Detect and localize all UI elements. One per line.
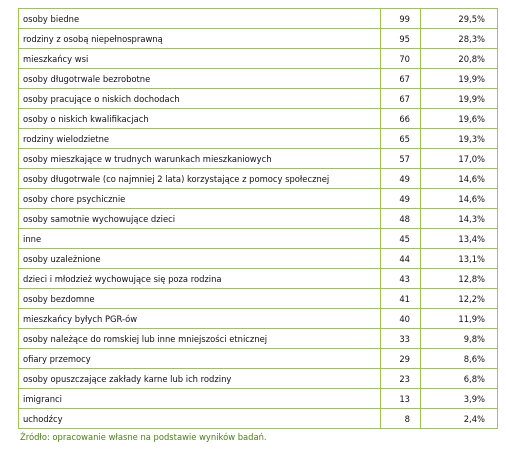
row-percent: 12,8% [420,268,498,289]
table-row: osoby bezdomne 41 12,2% [18,288,498,309]
row-label: mieszkańcy byłych PGR-ów [18,308,381,329]
table-row: uchodźcy 8 2,4% [18,408,498,429]
table-row: ofiary przemocy 29 8,6% [18,348,498,369]
row-label: dzieci i młodzież wychowujące się poza r… [18,268,381,289]
table-row: osoby chore psychicznie 49 14,6% [18,188,498,209]
source-note: Źródło: opracowanie własne na podstawie … [20,432,267,442]
row-label: osoby samotnie wychowujące dzieci [18,208,381,229]
row-percent: 9,8% [420,328,498,349]
row-label: mieszkańcy wsi [18,48,381,69]
table-row: osoby należące do romskiej lub inne mnie… [18,328,498,349]
row-count: 13 [380,388,421,409]
row-label: osoby bezdomne [18,288,381,309]
row-count: 67 [380,88,421,109]
row-count: 57 [380,148,421,169]
table-row: osoby o niskich kwalifikacjach 66 19,6% [18,108,498,129]
row-count: 23 [380,368,421,389]
row-label: rodziny wielodzietne [18,128,381,149]
table-row: rodziny z osobą niepełnosprawną 95 28,3% [18,28,498,49]
row-percent: 19,3% [420,128,498,149]
table-row: osoby samotnie wychowujące dzieci 48 14,3% [18,208,498,229]
table-row: rodziny wielodzietne 65 19,3% [18,128,498,149]
row-label: osoby opuszczające zakłady karne lub ich… [18,368,381,389]
row-percent: 11,9% [420,308,498,329]
row-count: 99 [380,8,421,29]
row-label: osoby chore psychicznie [18,188,381,209]
table-row: osoby opuszczające zakłady karne lub ich… [18,368,498,389]
data-table: osoby biedne 99 29,5% rodziny z osobą niepe… [18,8,498,429]
row-count: 95 [380,28,421,49]
row-label: osoby mieszkające w trudnych warunkach m… [18,148,381,169]
table-row: dzieci i młodzież wychowujące się poza r… [18,268,498,289]
row-percent: 13,1% [420,248,498,269]
row-count: 65 [380,128,421,149]
table-row: osoby mieszkające w trudnych warunkach m… [18,148,498,169]
row-percent: 12,2% [420,288,498,309]
table-row: mieszkańcy byłych PGR-ów 40 11,9% [18,308,498,329]
row-percent: 14,6% [420,188,498,209]
table-row: osoby pracujące o niskich dochodach 67 19,… [18,88,498,109]
row-label: osoby o niskich kwalifikacjach [18,108,381,129]
row-count: 44 [380,248,421,269]
row-percent: 13,4% [420,228,498,249]
row-label: ofiary przemocy [18,348,381,369]
row-percent: 14,3% [420,208,498,229]
row-label: osoby długotrwale bezrobotne [18,68,381,89]
row-label: osoby długotrwale (co najmniej 2 lata) k… [18,168,381,189]
table-row: osoby długotrwale bezrobotne 67 19,9% [18,68,498,89]
row-count: 49 [380,168,421,189]
row-label: osoby uzależnione [18,248,381,269]
row-count: 33 [380,328,421,349]
row-percent: 2,4% [420,408,498,429]
row-percent: 20,8% [420,48,498,69]
row-label: imigranci [18,388,381,409]
table-row: osoby uzależnione 44 13,1% [18,248,498,269]
row-label: uchodźcy [18,408,381,429]
row-label: inne [18,228,381,249]
row-label: osoby należące do romskiej lub inne mnie… [18,328,381,349]
row-percent: 19,9% [420,88,498,109]
row-percent: 19,9% [420,68,498,89]
table-row: mieszkańcy wsi 70 20,8% [18,48,498,69]
row-label: osoby pracujące o niskich dochodach [18,88,381,109]
table-row: imigranci 13 3,9% [18,388,498,409]
row-percent: 3,9% [420,388,498,409]
row-percent: 29,5% [420,8,498,29]
row-percent: 17,0% [420,148,498,169]
row-label: osoby biedne [18,8,381,29]
row-count: 45 [380,228,421,249]
table-body: osoby biedne 99 29,5% rodziny z osobą niepe… [18,8,498,429]
row-count: 67 [380,68,421,89]
row-count: 48 [380,208,421,229]
row-count: 43 [380,268,421,289]
row-percent: 19,6% [420,108,498,129]
row-count: 70 [380,48,421,69]
row-percent: 28,3% [420,28,498,49]
row-count: 29 [380,348,421,369]
table-row: osoby długotrwale (co najmniej 2 lata) k… [18,168,498,189]
row-count: 41 [380,288,421,309]
row-percent: 14,6% [420,168,498,189]
row-percent: 6,8% [420,368,498,389]
table-row: inne 45 13,4% [18,228,498,249]
row-percent: 8,6% [420,348,498,369]
row-count: 40 [380,308,421,329]
row-label: rodziny z osobą niepełnosprawną [18,28,381,49]
row-count: 66 [380,108,421,129]
table-row: osoby biedne 99 29,5% [18,8,498,29]
row-count: 8 [380,408,421,429]
row-count: 49 [380,188,421,209]
